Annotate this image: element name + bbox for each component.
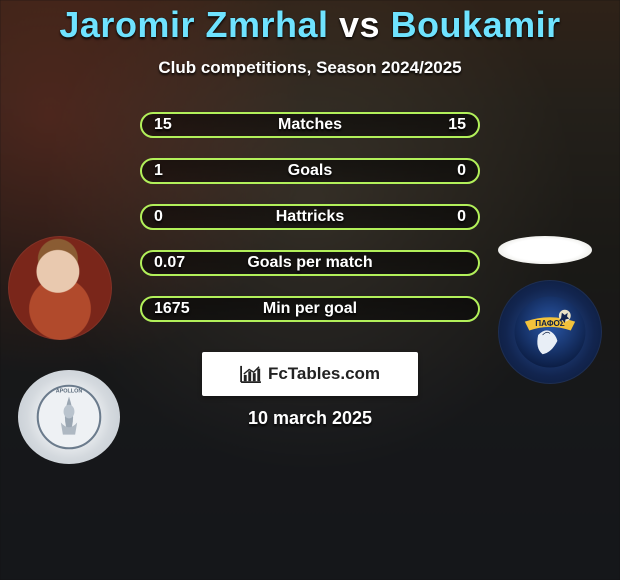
player1-name: Jaromir Zmrhal (59, 4, 328, 45)
subtitle: Club competitions, Season 2024/2025 (0, 58, 620, 78)
watermark-text: FcTables.com (268, 364, 380, 384)
stat-label: Matches (142, 116, 478, 134)
stat-right-value: 15 (448, 116, 466, 134)
fctables-watermark[interactable]: FcTables.com (202, 352, 418, 396)
player2-club-badge: ΠΑΦΟΣ (498, 280, 602, 384)
chart-icon (240, 365, 262, 383)
player2-name: Boukamir (391, 4, 561, 45)
stat-row-matches: 15 Matches 15 (140, 112, 480, 138)
player2-photo-placeholder (498, 236, 592, 264)
stat-label: Hattricks (142, 208, 478, 226)
stat-left-value: 1675 (154, 300, 190, 318)
stat-right-value: 0 (457, 162, 466, 180)
comparison-date: 10 march 2025 (0, 408, 620, 429)
svg-text:APOLLON: APOLLON (56, 389, 83, 395)
stat-left-value: 15 (154, 116, 172, 134)
vs-label: vs (339, 4, 380, 45)
stat-left-value: 0 (154, 208, 163, 226)
pafos-badge-icon: ΠΑΦΟΣ (513, 295, 587, 369)
player1-photo (8, 236, 112, 340)
stat-label: Goals per match (142, 254, 478, 272)
stat-row-goals: 1 Goals 0 (140, 158, 480, 184)
stat-row-min-per-goal: 1675 Min per goal (140, 296, 480, 322)
comparison-title: Jaromir Zmrhal vs Boukamir (0, 4, 620, 46)
stat-row-hattricks: 0 Hattricks 0 (140, 204, 480, 230)
stat-label: Min per goal (142, 300, 478, 318)
stat-right-value: 0 (457, 208, 466, 226)
stat-left-value: 0.07 (154, 254, 185, 272)
stat-row-goals-per-match: 0.07 Goals per match (140, 250, 480, 276)
stat-label: Goals (142, 162, 478, 180)
stats-table: 15 Matches 15 1 Goals 0 0 Hattricks 0 0.… (140, 112, 480, 342)
stat-left-value: 1 (154, 162, 163, 180)
